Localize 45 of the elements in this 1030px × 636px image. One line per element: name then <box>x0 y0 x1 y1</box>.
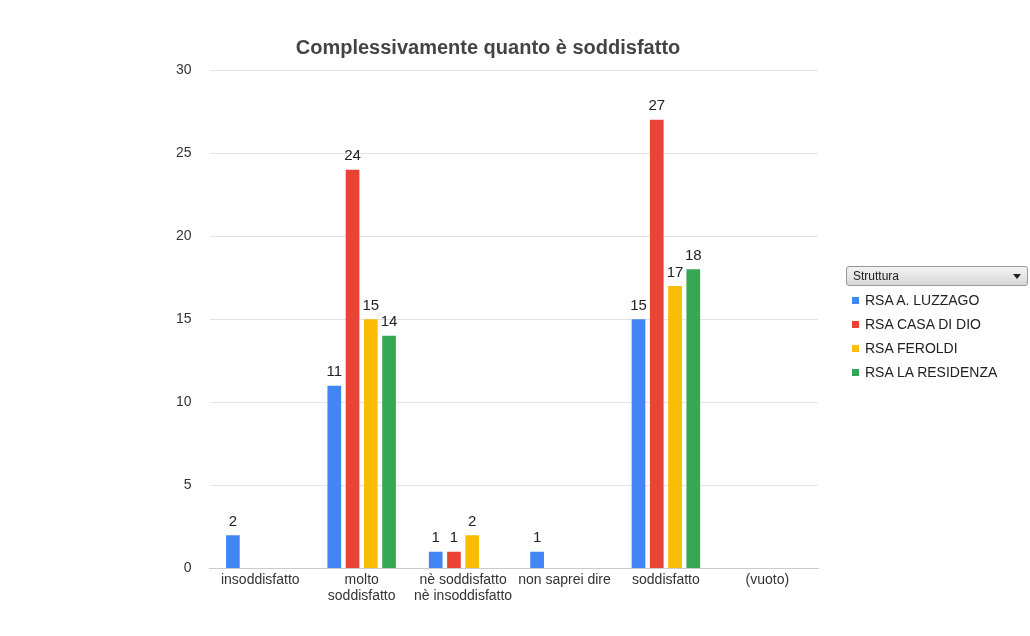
bar <box>649 119 664 568</box>
data-label: 27 <box>648 96 666 114</box>
legend-title: Struttura <box>853 269 900 283</box>
data-label: 1 <box>532 528 542 546</box>
x-tick-label: nè soddisfatto nè insoddisfatto <box>414 570 513 604</box>
bar <box>327 385 342 568</box>
bar <box>363 319 378 568</box>
bar <box>428 551 443 568</box>
data-label: 24 <box>344 146 361 164</box>
bar <box>686 269 701 568</box>
legend-label: RSA CASA DI DIO <box>865 316 981 332</box>
bar <box>465 535 480 568</box>
bar <box>631 319 646 568</box>
data-label: 15 <box>630 295 647 313</box>
legend-label: RSA LA RESIDENZA <box>865 364 998 380</box>
x-tick-label: insoddisfatto <box>220 570 300 587</box>
y-tick-label: 0 <box>183 559 192 576</box>
data-label: 1 <box>431 528 440 546</box>
y-tick-label: 5 <box>183 476 192 493</box>
data-label: 14 <box>380 312 398 330</box>
data-label: 1 <box>449 528 459 546</box>
x-tick-label: soddisfatto <box>632 570 700 587</box>
x-tick-label: molto soddisfatto <box>327 570 396 604</box>
y-tick-label: 25 <box>175 143 192 160</box>
x-tick-label: (vuoto) <box>745 570 790 587</box>
bar <box>382 335 396 568</box>
y-tick-label: 20 <box>175 226 192 243</box>
y-tick-label: 30 <box>175 60 192 77</box>
legend-label: RSA A. LUZZAGO <box>865 292 980 308</box>
bar <box>447 551 461 568</box>
data-label: 2 <box>468 511 477 529</box>
x-tick-label: non saprei dire <box>518 570 611 587</box>
bar <box>345 169 360 568</box>
y-tick-label: 10 <box>175 393 192 410</box>
bar <box>530 551 544 568</box>
data-label: 18 <box>684 246 702 263</box>
chart-title: Complessivamente quanto è soddisfatto <box>295 35 681 58</box>
bar <box>668 285 682 568</box>
data-label: 15 <box>362 295 380 313</box>
bar <box>226 535 240 568</box>
data-label: 11 <box>326 362 343 380</box>
data-label: 17 <box>666 262 684 280</box>
y-tick-label: 15 <box>175 310 192 327</box>
data-label: 2 <box>228 511 238 529</box>
legend-label: RSA FEROLDI <box>865 340 958 356</box>
